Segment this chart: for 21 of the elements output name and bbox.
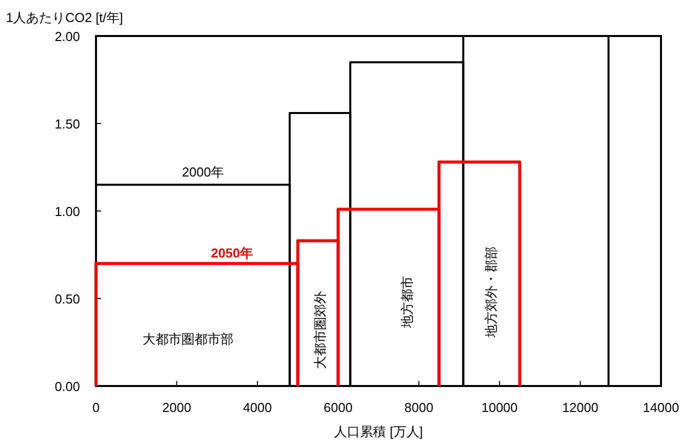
x-tick-label: 14000 xyxy=(642,400,680,415)
x-tick-label: 4000 xyxy=(242,400,272,415)
x-axis-title: 人口累積 [万人] xyxy=(334,424,423,439)
x-tick-label: 6000 xyxy=(324,400,353,415)
x-tick-label: 2000 xyxy=(162,400,192,415)
annotation: 大都市圏郊外 xyxy=(312,291,328,369)
annotation: 2050年 xyxy=(211,245,253,260)
annotation: 2000年 xyxy=(182,164,224,180)
x-tick-label: 0 xyxy=(92,400,100,415)
x-tick-label: 8000 xyxy=(404,400,434,415)
y-axis-title: 1人あたりCO2 [t/年] xyxy=(6,10,124,25)
y-tick-label: 2.00 xyxy=(54,29,80,44)
annotation: 地方郊外・郡部 xyxy=(483,246,498,338)
annotation: 大都市圏都市部 xyxy=(142,331,234,346)
y-tick-label: 0.00 xyxy=(54,379,80,394)
y-tick-label: 1.50 xyxy=(54,116,80,132)
y-tick-label: 0.50 xyxy=(54,292,80,306)
x-tick-label: 12000 xyxy=(562,400,598,415)
x-tick-label: 10000 xyxy=(481,400,518,415)
y-tick-label: 1.00 xyxy=(54,204,80,219)
annotation: 地方都市 xyxy=(399,276,414,329)
